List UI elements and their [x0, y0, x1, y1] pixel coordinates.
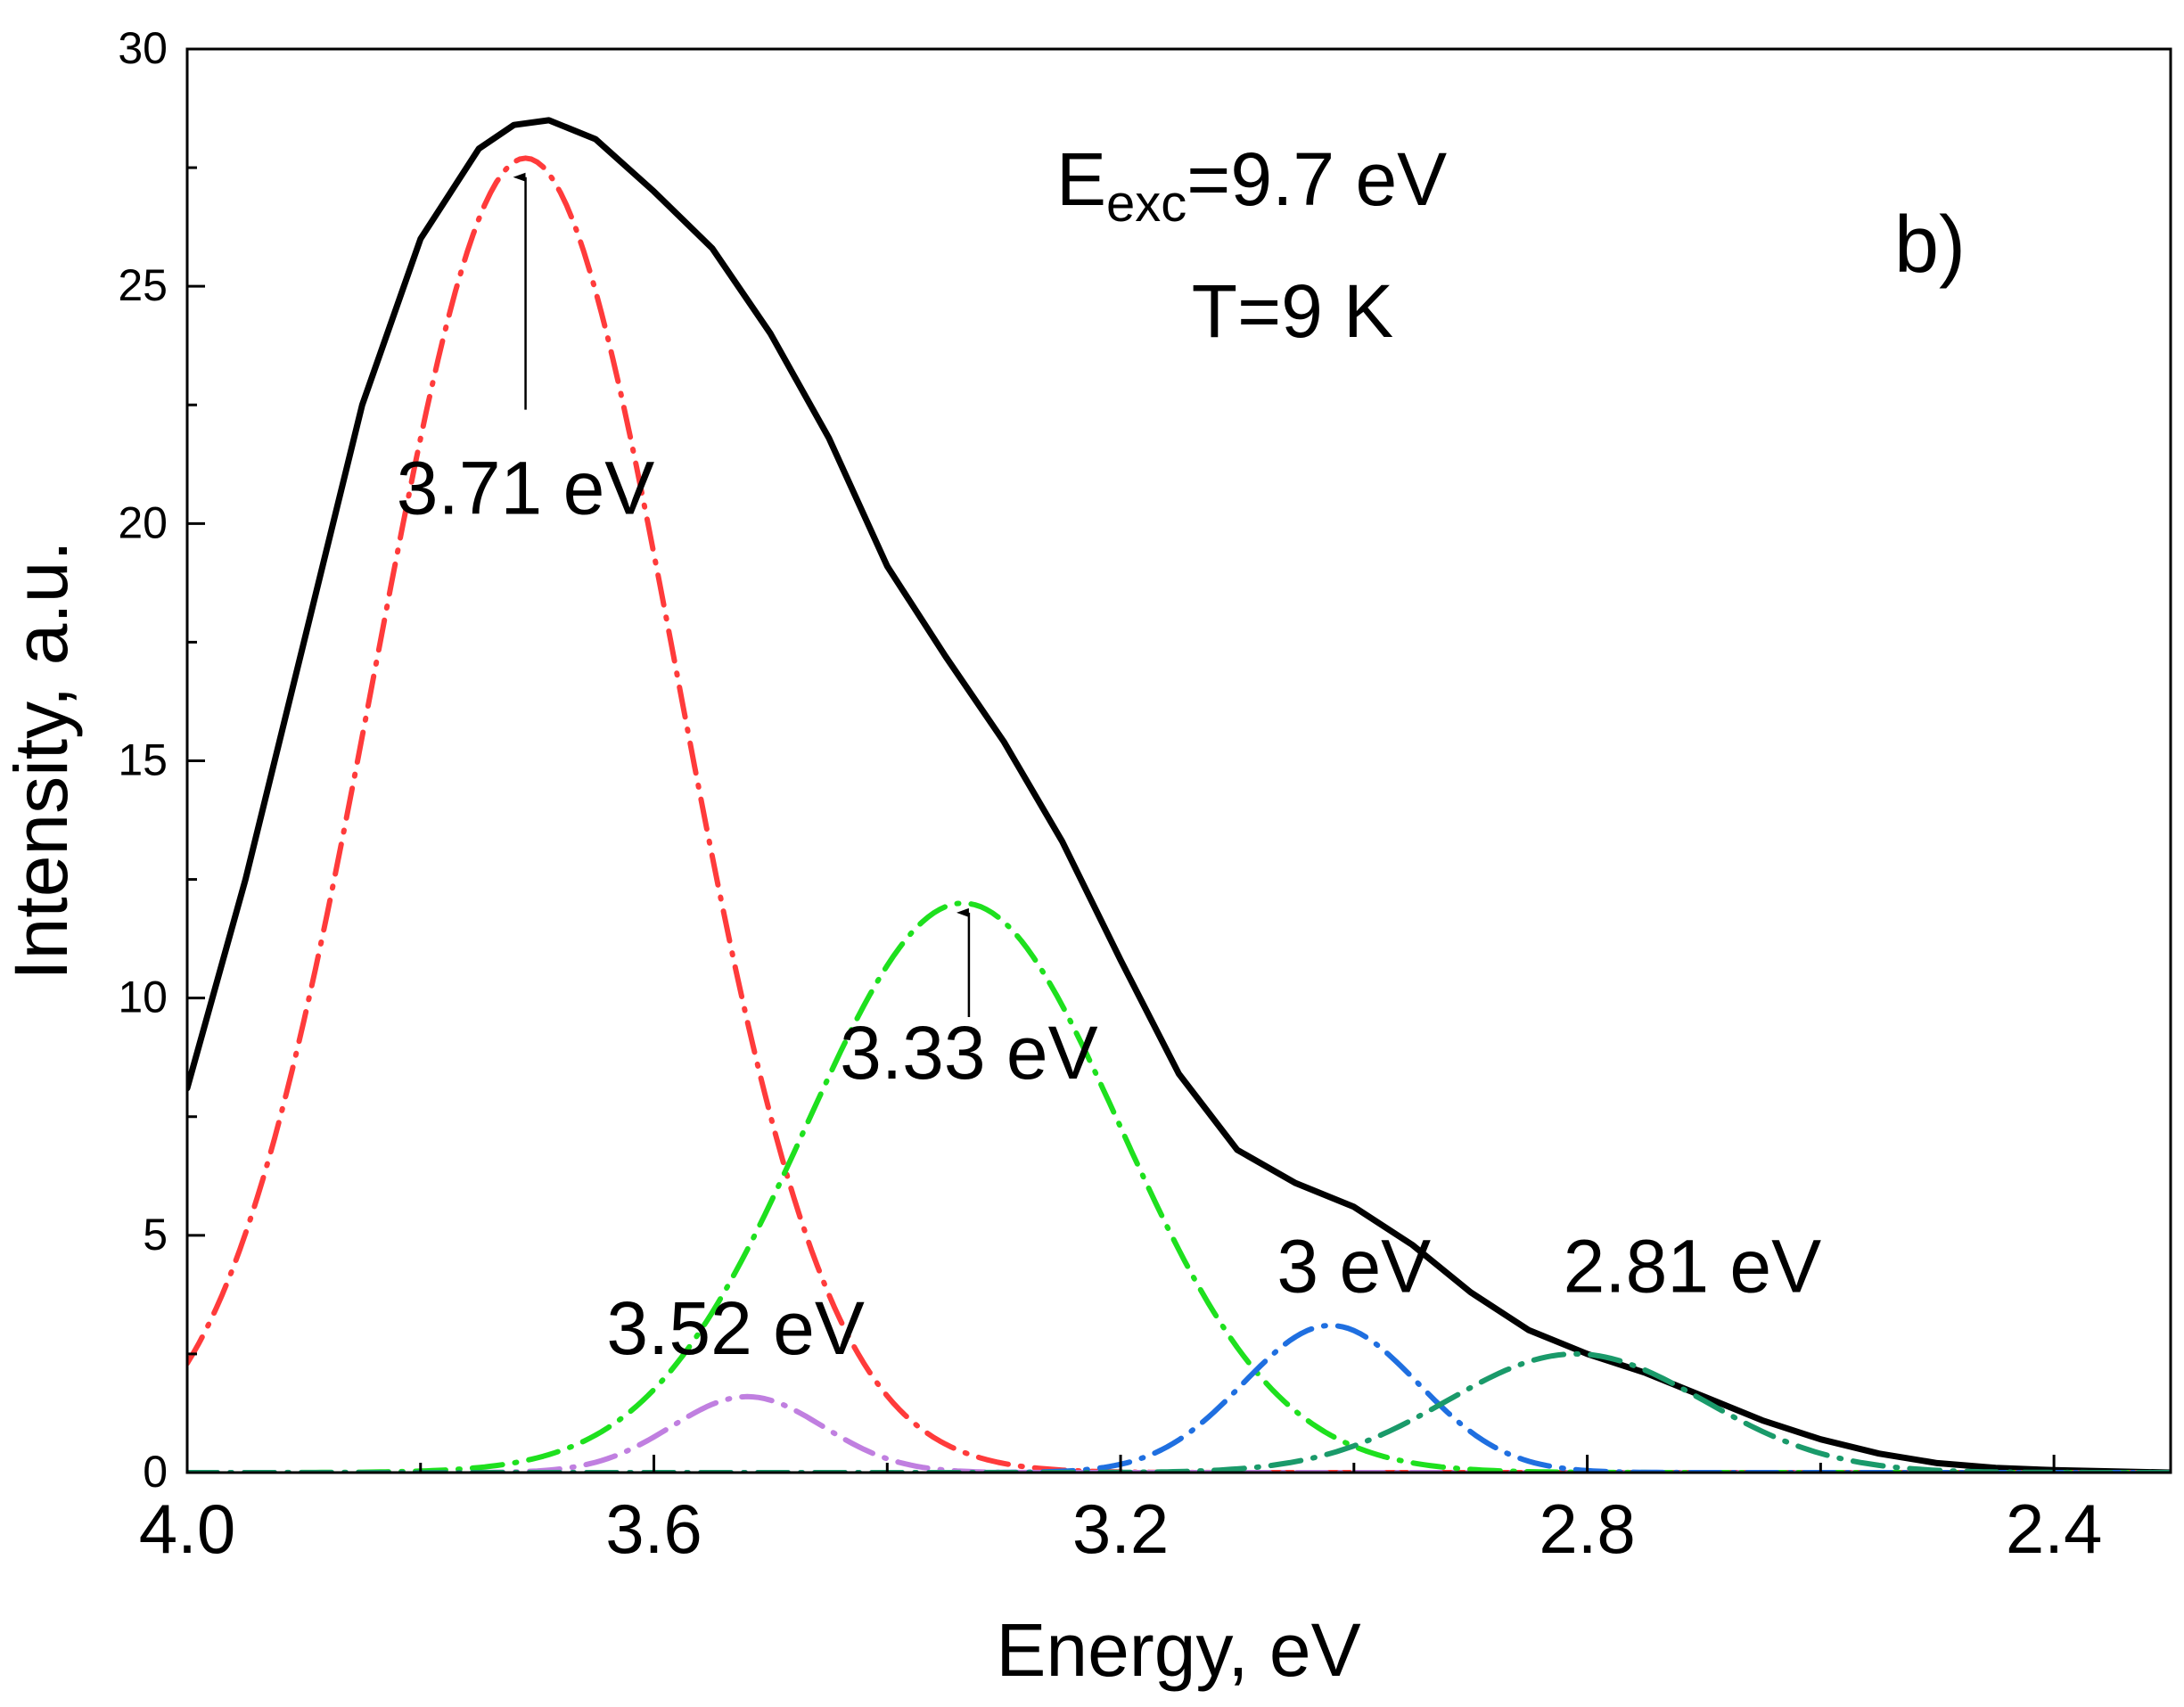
temperature-label: T=9 K [1192, 269, 1393, 353]
y-tick-label: 0 [143, 1447, 168, 1497]
x-axis-title: Energy, eV [996, 1608, 1360, 1692]
panel-label: b) [1894, 201, 1966, 290]
curves-layer [187, 117, 2171, 1473]
x-tick-label: 3.6 [605, 1490, 702, 1568]
peak-label-3-ev: 3 eV [1277, 1225, 1431, 1309]
y-tick-label: 25 [118, 260, 168, 310]
y-tick-label: 30 [118, 23, 168, 73]
y-tick-label: 20 [118, 497, 168, 547]
peak-label-3-52-ev: 3.52 eV [606, 1286, 865, 1370]
x-tick-label: 2.4 [2006, 1490, 2102, 1568]
y-tick-label: 15 [118, 735, 168, 785]
series-line-3-52-ev [187, 1393, 2171, 1473]
axis-ticks: 4.0 3.6 3.2 2.8 2.4 0 5 10 15 20 25 30 [118, 23, 2102, 1568]
series-line-3-ev [187, 1323, 2171, 1473]
y-axis-title: Intensity, a.u. [0, 540, 83, 980]
excitation-energy-label: Eexc=9.7 eV [1056, 137, 1447, 233]
x-tick-label: 2.8 [1539, 1490, 1635, 1568]
y-tick-label: 5 [143, 1210, 168, 1260]
peak-label-3-33-ev: 3.33 eV [840, 1011, 1098, 1095]
series-line-3-71-ev [187, 155, 2171, 1473]
series-line-total [187, 117, 2171, 1473]
x-tick-label: 3.2 [1072, 1490, 1169, 1568]
peak-annotations: 3.71 eV 3.33 eV 3.52 eV 3 eV 2.81 eV [397, 172, 1822, 1370]
peak-label-3-71-ev: 3.71 eV [397, 447, 655, 530]
y-tick-label: 10 [118, 972, 168, 1022]
x-tick-label: 4.0 [139, 1490, 235, 1568]
peak-label-2-81-ev: 2.81 eV [1564, 1225, 1822, 1309]
plot-frame [185, 47, 2172, 1474]
series-line-3-33-ev [187, 900, 2171, 1473]
